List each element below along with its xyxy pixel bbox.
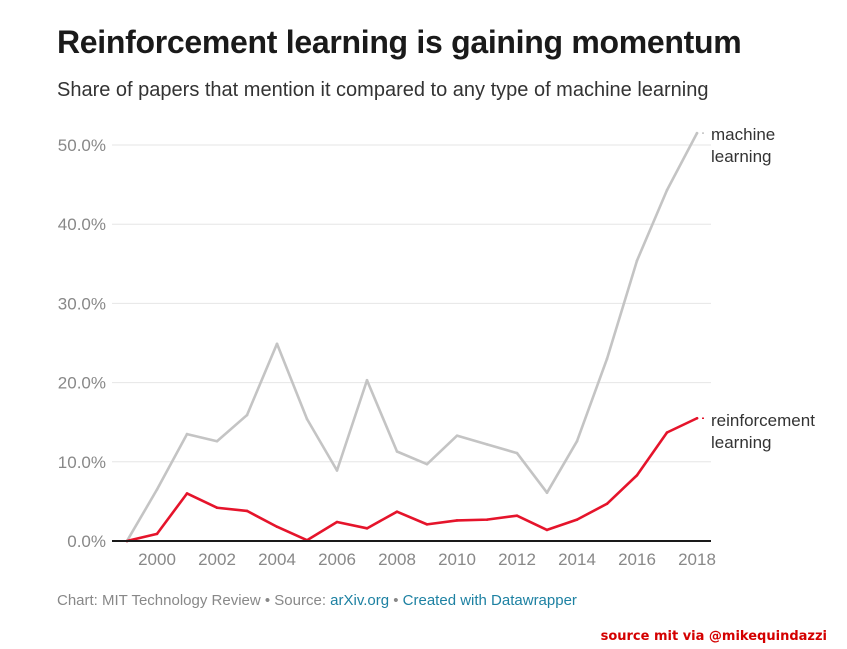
data-point [515, 514, 519, 517]
data-point [605, 502, 609, 506]
series-lines [125, 131, 699, 543]
data-point [395, 450, 399, 453]
datawrapper-link[interactable]: Created with Datawrapper [402, 592, 577, 609]
data-point [155, 532, 159, 536]
y-tick-label: 40.0% [58, 215, 106, 234]
x-tick-label: 2014 [558, 550, 596, 569]
footer-source-text: Chart: MIT Technology Review • Source: [57, 592, 331, 609]
series-line-machine-learning [125, 131, 699, 543]
series-label: reinforcement [711, 411, 815, 430]
data-point [635, 473, 639, 477]
grid-lines [112, 144, 711, 463]
data-point [395, 510, 399, 513]
x-tick-label: 2008 [378, 550, 416, 569]
series-label: learning [711, 147, 772, 166]
series-labels: machine learning reinforcement learning [702, 125, 815, 452]
data-point [215, 439, 219, 443]
data-point [335, 469, 339, 472]
data-point [365, 527, 369, 530]
data-point [245, 509, 249, 513]
data-point [635, 259, 639, 262]
data-point [665, 431, 669, 434]
x-tick-label: 2016 [618, 550, 656, 569]
data-point [215, 506, 219, 510]
data-point [455, 519, 459, 522]
data-point [575, 439, 579, 443]
data-point [275, 342, 279, 346]
data-point [545, 491, 549, 494]
chart-subtitle: Share of papers that mention it compared… [57, 79, 709, 101]
data-point [575, 518, 579, 521]
x-tick-label: 2002 [198, 550, 236, 569]
y-tick-label: 10.0% [58, 453, 106, 472]
y-axis-ticks: 0.0% 10.0% 20.0% 30.0% 40.0% 50.0% [58, 136, 106, 551]
y-tick-label: 20.0% [58, 374, 106, 393]
data-point [155, 488, 159, 491]
series-line-reinforcement-learning [125, 416, 699, 543]
data-point [245, 413, 249, 417]
data-point [185, 492, 189, 495]
x-tick-label: 2010 [438, 550, 476, 569]
footer-separator: • [389, 592, 403, 609]
data-point [185, 432, 189, 436]
data-point [455, 434, 459, 437]
x-tick-label: 2000 [138, 550, 176, 569]
data-point [695, 416, 699, 420]
data-point [365, 378, 369, 382]
data-point [485, 518, 489, 521]
source-link[interactable]: arXiv.org [330, 592, 390, 609]
data-point [665, 188, 669, 192]
x-tick-label: 2006 [318, 550, 356, 569]
data-point [305, 417, 309, 421]
series-label: learning [711, 433, 772, 452]
data-point [695, 131, 699, 135]
image-credit: source mit via @mikequindazzi [600, 629, 827, 644]
x-tick-label: 2004 [258, 550, 296, 569]
data-point [515, 451, 519, 455]
x-axis-ticks: 2000 2002 2004 2006 2008 2010 2012 2014 2016 2018 [138, 550, 716, 569]
y-tick-label: 50.0% [58, 136, 106, 155]
y-tick-label: 0.0% [67, 532, 106, 551]
chart-footer: Chart: MIT Technology Review • Source: a… [57, 592, 577, 609]
data-point [605, 357, 609, 361]
chart-title: Reinforcement learning is gaining moment… [57, 24, 742, 60]
series-label: machine [711, 125, 775, 144]
x-tick-label: 2018 [678, 550, 716, 569]
x-tick-label: 2012 [498, 550, 536, 569]
data-point [335, 520, 339, 524]
data-point [485, 443, 489, 446]
data-point [275, 525, 279, 529]
data-point [425, 462, 429, 466]
data-point [545, 528, 549, 532]
data-point [425, 523, 429, 526]
y-tick-label: 30.0% [58, 294, 106, 313]
